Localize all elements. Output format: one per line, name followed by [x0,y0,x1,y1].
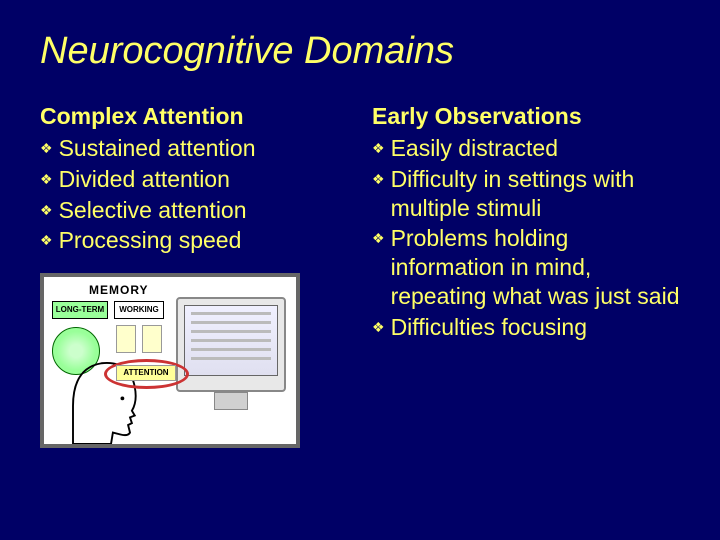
list-item: ❖ Difficulty in settings with multiple s… [372,165,680,223]
list-item: ❖ Sustained attention [40,134,348,163]
list-item: ❖ Processing speed [40,226,348,255]
bullet-text: Processing speed [59,226,348,255]
bullet-text: Problems holding information in mind, re… [391,224,680,310]
diamond-bullet-icon: ❖ [372,230,385,248]
list-item: ❖ Selective attention [40,196,348,225]
list-item: ❖ Divided attention [40,165,348,194]
right-column: Early Observations ❖ Easily distracted ❖… [372,103,680,448]
diamond-bullet-icon: ❖ [372,319,385,337]
right-heading: Early Observations [372,103,680,130]
diamond-bullet-icon: ❖ [40,202,53,220]
content-columns: Complex Attention ❖ Sustained attention … [40,103,680,448]
brain-attention-illustration: MEMORY LONG-TERM WORKING ATTENTION [40,273,300,448]
diamond-bullet-icon: ❖ [40,140,53,158]
left-heading: Complex Attention [40,103,348,130]
left-bullet-list: ❖ Sustained attention ❖ Divided attentio… [40,134,348,255]
attention-label: ATTENTION [116,365,176,381]
bullet-text: Difficulties focusing [391,313,680,342]
list-item: ❖ Difficulties focusing [372,313,680,342]
monitor-stand-icon [214,392,248,410]
monitor-screen [184,305,278,376]
diamond-bullet-icon: ❖ [372,140,385,158]
computer-monitor-icon [176,297,286,392]
diamond-bullet-icon: ❖ [40,171,53,189]
bullet-text: Sustained attention [59,134,348,163]
bullet-text: Divided attention [59,165,348,194]
list-item: ❖ Problems holding information in mind, … [372,224,680,310]
slide-title: Neurocognitive Domains [40,30,680,73]
diamond-bullet-icon: ❖ [40,232,53,250]
bullet-text: Selective attention [59,196,348,225]
memory-label: MEMORY [89,283,149,297]
bullet-text: Difficulty in settings with multiple sti… [391,165,680,223]
left-column: Complex Attention ❖ Sustained attention … [40,103,348,448]
bullet-text: Easily distracted [391,134,680,163]
list-item: ❖ Easily distracted [372,134,680,163]
right-bullet-list: ❖ Easily distracted ❖ Difficulty in sett… [372,134,680,341]
diamond-bullet-icon: ❖ [372,171,385,189]
longterm-box: LONG-TERM [52,301,108,319]
working-box: WORKING [114,301,164,319]
